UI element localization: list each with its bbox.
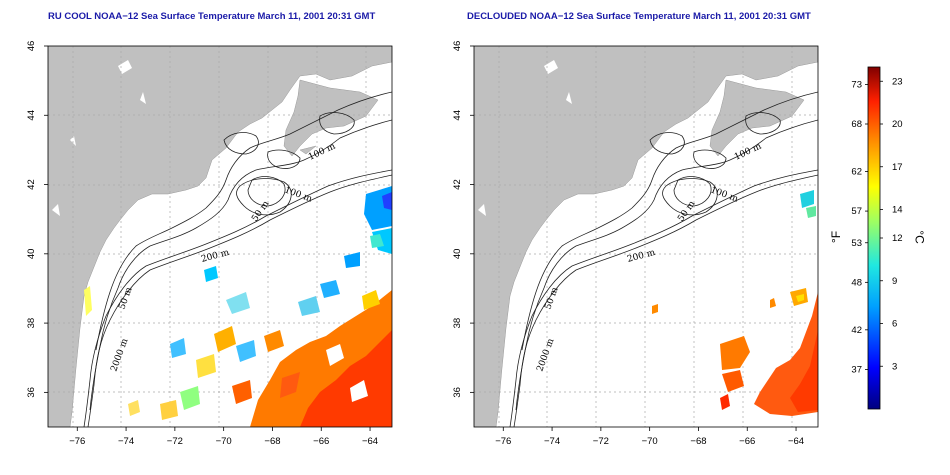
x-tick-label: −70 — [642, 436, 658, 447]
x-tick-label: −64 — [362, 436, 378, 447]
y-tick-label: 44 — [26, 110, 37, 121]
colorbar: 23 20 17 14 12 9 6 3 73 68 62 57 53 48 42 37 — [851, 66, 903, 410]
left-map-panel: −76 −74 −72 −70 −68 −66 −64 36 38 40 42 44 46 — [26, 41, 393, 447]
celsius-tick-label: 3 — [892, 361, 897, 372]
celsius-tick-label: 23 — [892, 76, 903, 87]
y-tick-label: 46 — [26, 41, 37, 52]
bathymetry-contours — [83, 91, 392, 427]
y-tick-label: 42 — [452, 179, 463, 190]
x-tick-label: −68 — [690, 436, 706, 447]
y-tick-label: 42 — [26, 179, 37, 190]
y-tick-label: 36 — [452, 387, 463, 398]
celsius-tick-label: 9 — [892, 276, 897, 287]
fahrenheit-tick-label: 48 — [851, 277, 862, 288]
celsius-tick-label: 12 — [892, 233, 903, 244]
x-tick-label: −68 — [264, 436, 280, 447]
fahrenheit-tick-label: 62 — [851, 167, 862, 178]
y-tick-label: 38 — [26, 318, 37, 329]
y-tick-label: 44 — [452, 110, 463, 121]
land-mass — [474, 46, 818, 427]
colorbar-gradient — [867, 66, 881, 410]
map-grid — [48, 46, 392, 427]
sst-data-patches — [652, 190, 818, 416]
x-tick-label: −66 — [739, 436, 755, 447]
y-tick-label: 46 — [452, 41, 463, 52]
x-tick-label: −74 — [118, 436, 134, 447]
x-tick-label: −66 — [313, 436, 329, 447]
right-axis-ticks: −76 −74 −72 −70 −68 −66 −64 36 38 40 42 44 46 — [452, 41, 804, 447]
celsius-tick-label: 20 — [892, 119, 903, 130]
map-grid — [474, 46, 818, 427]
celsius-tick-label: 17 — [892, 162, 903, 173]
celsius-tick-label: 14 — [892, 205, 903, 216]
left-axis-ticks: −76 −74 −72 −70 −68 −66 −64 36 38 40 42 44 46 — [26, 41, 378, 447]
bathymetry-contours — [509, 91, 818, 427]
y-tick-label: 38 — [452, 318, 463, 329]
fahrenheit-tick-label: 37 — [851, 364, 862, 375]
sst-data-patches — [84, 186, 392, 427]
fahrenheit-unit-label: °F — [829, 230, 844, 244]
x-tick-label: −72 — [593, 436, 609, 447]
fahrenheit-tick-label: 57 — [851, 206, 862, 217]
celsius-unit-label: °C — [912, 230, 927, 244]
fahrenheit-tick-label: 73 — [851, 79, 862, 90]
fahrenheit-tick-label: 42 — [851, 325, 862, 336]
x-tick-label: −64 — [788, 436, 804, 447]
celsius-tick-label: 6 — [892, 319, 897, 330]
x-tick-label: −74 — [544, 436, 560, 447]
land-mass — [48, 46, 392, 427]
right-map-panel: −76 −74 −72 −70 −68 −66 −64 36 38 40 42 44 46 — [452, 41, 819, 447]
x-tick-label: −76 — [69, 436, 85, 447]
y-tick-label: 40 — [452, 249, 463, 260]
fahrenheit-tick-label: 53 — [851, 238, 862, 249]
x-tick-label: −76 — [495, 436, 511, 447]
fahrenheit-tick-label: 68 — [851, 119, 862, 130]
y-tick-label: 40 — [26, 249, 37, 260]
x-tick-label: −72 — [167, 436, 183, 447]
x-tick-label: −70 — [216, 436, 232, 447]
colorbar-ticks: 23 20 17 14 12 9 6 3 73 68 62 57 53 48 42 37 — [851, 76, 902, 375]
y-tick-label: 36 — [26, 387, 37, 398]
left-panel-title: RU COOL NOAA−12 Sea Surface Temperature … — [48, 11, 376, 22]
right-panel-title: DECLOUDED NOAA−12 Sea Surface Temperatur… — [467, 11, 811, 22]
